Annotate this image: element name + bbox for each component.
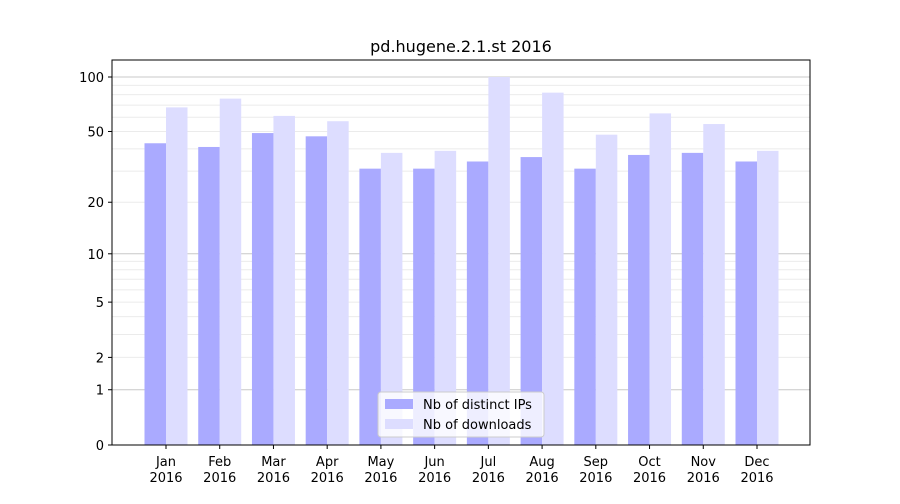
y-tick-label: 10 (87, 248, 104, 263)
bar-distinct-ips (305, 136, 328, 445)
x-tick-label: Jun (423, 455, 444, 470)
bar-downloads (757, 150, 779, 445)
bar-distinct-ips (520, 157, 543, 445)
x-tick-label: 2016 (633, 471, 666, 486)
x-tick-label: Mar (261, 455, 286, 470)
y-tick-label: 0 (96, 439, 104, 454)
x-tick-label: Oct (638, 455, 660, 470)
legend-label: Nb of distinct IPs (423, 398, 532, 413)
bar-distinct-ips (681, 152, 704, 445)
x-tick-label: 2016 (364, 471, 397, 486)
x-tick-label: Dec (744, 455, 769, 470)
bar-distinct-ips (628, 154, 650, 445)
x-tick-label: Feb (208, 455, 231, 470)
x-tick-label: 2016 (149, 471, 182, 486)
x-tick-label: Sep (584, 455, 609, 470)
bar-distinct-ips (359, 168, 381, 445)
x-tick-label: May (367, 455, 394, 470)
bar-distinct-ips (251, 133, 274, 445)
bar-distinct-ips (144, 143, 166, 445)
x-tick-label: 2016 (257, 471, 290, 486)
bar-distinct-ips (466, 161, 489, 445)
chart-title: pd.hugene.2.1.st 2016 (370, 37, 552, 56)
y-tick-label: 20 (87, 196, 104, 211)
bar-downloads (595, 134, 618, 445)
bar-downloads (219, 98, 242, 445)
x-tick-label: 2016 (740, 471, 773, 486)
x-tick-label: Apr (316, 455, 339, 470)
bar-downloads (166, 107, 188, 445)
x-tick-label: Aug (529, 455, 554, 470)
bar-distinct-ips (735, 161, 757, 445)
bar-distinct-ips (198, 146, 220, 445)
x-tick-label: 2016 (472, 471, 505, 486)
y-tick-label: 50 (87, 125, 104, 140)
legend-label: Nb of downloads (423, 418, 532, 433)
y-tick-label: 5 (96, 296, 104, 311)
bar-downloads (434, 150, 457, 445)
y-tick-label: 1 (96, 384, 104, 399)
x-tick-label: Nov (691, 455, 717, 470)
x-tick-label: 2016 (418, 471, 451, 486)
x-tick-label: 2016 (311, 471, 344, 486)
bar-downloads (273, 115, 295, 445)
legend-swatch (385, 399, 413, 409)
bar-distinct-ips (574, 168, 596, 445)
x-tick-label: 2016 (526, 471, 559, 486)
legend-swatch (385, 419, 413, 429)
bar-downloads (380, 152, 403, 445)
x-tick-label: Jul (480, 455, 497, 470)
bar-downloads (649, 113, 672, 445)
axes-frame (111, 59, 811, 446)
bar-downloads (542, 92, 564, 445)
bar-downloads (703, 124, 725, 445)
bar-downloads (327, 121, 349, 446)
x-tick-label: 2016 (203, 471, 236, 486)
x-tick-label: 2016 (579, 471, 612, 486)
bar-downloads (488, 76, 510, 445)
x-tick-label: Jan (155, 455, 176, 470)
x-tick-label: 2016 (687, 471, 720, 486)
bar-distinct-ips (413, 168, 435, 445)
y-tick-label: 2 (96, 351, 104, 366)
legend-box (377, 391, 545, 438)
y-tick-label: 100 (79, 71, 104, 86)
